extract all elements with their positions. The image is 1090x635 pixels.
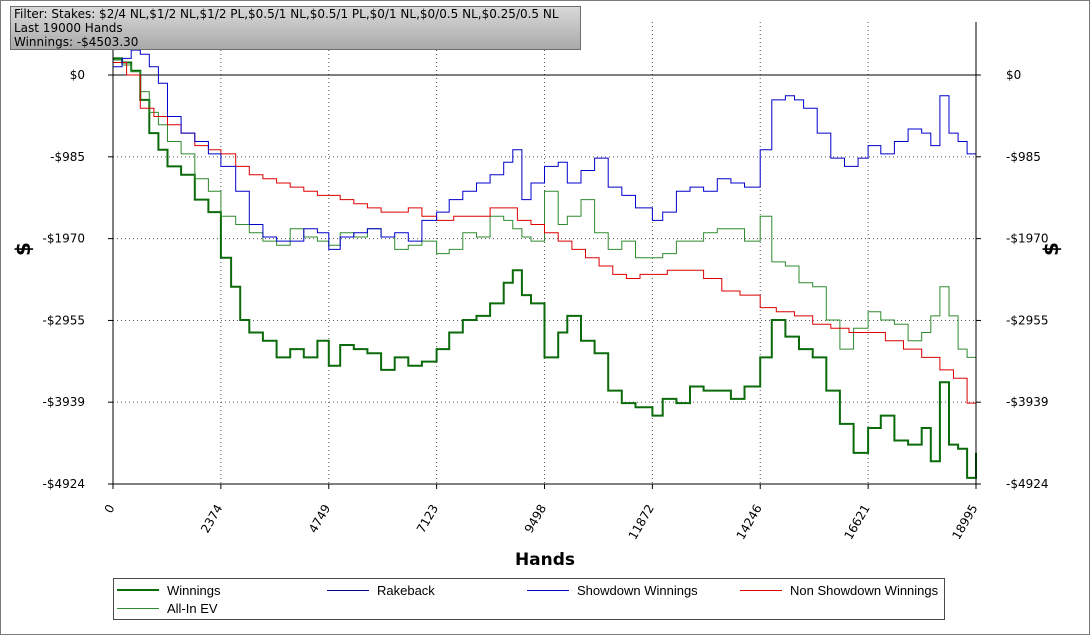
legend-label-winnings: Winnings [167, 582, 221, 598]
y-tick-label-right: -$3939 [1006, 395, 1049, 409]
legend-item-showdown-winnings: Showdown Winnings [527, 581, 698, 599]
legend: Winnings Rakeback Showdown Winnings Non … [113, 578, 945, 620]
y-tick-label-left: -$4924 [42, 477, 85, 491]
y-tick-label-left: -$3939 [42, 395, 85, 409]
winnings-total-text: Winnings: -$4503.30 [14, 35, 139, 49]
y-tick-label-left: $0 [70, 68, 85, 82]
legend-item-rakeback: Rakeback [327, 581, 435, 599]
x-tick-label: 9498 [522, 502, 549, 535]
legend-label-non-showdown-winnings: Non Showdown Winnings [790, 582, 939, 598]
y-tick-label-left: -$1970 [42, 232, 85, 246]
hands-count-text: Last 19000 Hands [14, 21, 123, 35]
legend-swatch-showdown-winnings [527, 589, 569, 591]
x-tick-label: 0 [102, 502, 118, 516]
y-tick-label-right: -$1970 [1006, 232, 1049, 246]
x-axis-title: Hands [515, 550, 575, 570]
legend-swatch-rakeback [327, 589, 369, 591]
legend-swatch-winnings [117, 589, 159, 591]
series-layer [113, 49, 977, 479]
y-tick-label-left: -$985 [50, 150, 85, 164]
filter-text: Filter: Stakes: $2/4 NL,$1/2 NL,$1/2 PL,… [14, 7, 559, 21]
legend-swatch-all-in-ev [117, 607, 159, 609]
axes [108, 22, 981, 489]
y-axis-title-left: $ [11, 242, 35, 256]
x-tick-label: 18995 [949, 502, 980, 542]
legend-item-non-showdown-winnings: Non Showdown Winnings [740, 581, 938, 599]
x-tick-label: 14246 [734, 502, 765, 542]
y-tick-label-left: -$2955 [42, 313, 85, 327]
legend-label-showdown-winnings: Showdown Winnings [577, 582, 698, 598]
filter-info-box: Filter: Stakes: $2/4 NL,$1/2 NL,$1/2 PL,… [10, 6, 581, 50]
series-line-showdown-winnings [113, 49, 977, 250]
legend-label-all-in-ev: All-In EV [167, 600, 218, 616]
y-tick-label-right: -$985 [1006, 150, 1041, 164]
legend-item-winnings: Winnings [117, 581, 220, 599]
grid [113, 22, 976, 484]
y-tick-label-right: -$2955 [1006, 313, 1049, 327]
series-line-non-showdown-winnings [113, 62, 977, 404]
legend-swatch-non-showdown-winnings [740, 589, 782, 591]
x-tick-label: 4749 [306, 502, 333, 535]
x-tick-label: 11872 [626, 502, 657, 542]
series-line-all-in-ev [113, 59, 977, 358]
series-line-winnings [113, 57, 977, 479]
y-axis-title-right: $ [1039, 242, 1063, 256]
legend-item-all-in-ev: All-In EV [117, 599, 218, 617]
x-tick-label: 16621 [842, 502, 873, 542]
x-tick-label: 2374 [198, 502, 225, 535]
y-tick-label-right: -$4924 [1006, 477, 1049, 491]
x-tick-label: 7123 [414, 502, 441, 535]
legend-label-rakeback: Rakeback [377, 582, 435, 598]
y-tick-label-right: $0 [1006, 68, 1021, 82]
